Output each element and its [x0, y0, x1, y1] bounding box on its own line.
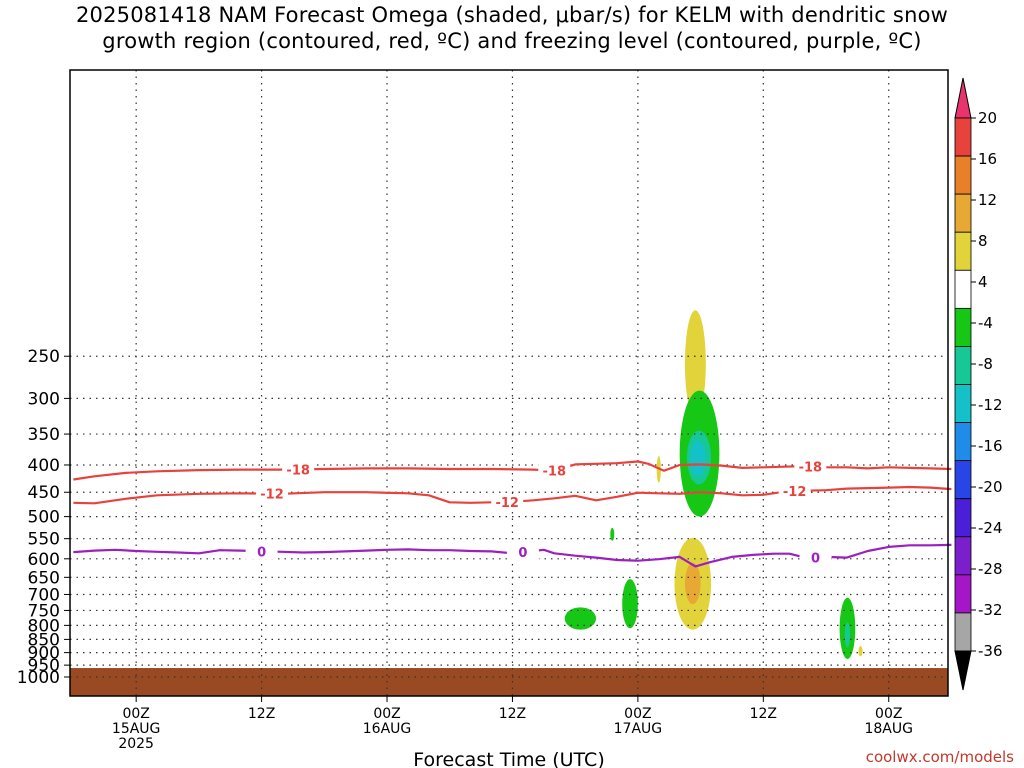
contour-layer: -18 -18 -18-12-12-120 0 0 — [73, 458, 952, 568]
colorbar-top-arrow — [954, 77, 972, 119]
colorbar-cell — [954, 536, 972, 576]
colorbar-label: 16 — [978, 150, 997, 168]
x-tick-label: 12Z — [750, 706, 777, 722]
x-tick-label: 00Z — [624, 706, 651, 722]
omega-region — [844, 622, 851, 648]
x-tick-label: 18AUG — [864, 721, 913, 737]
contour-label-bg — [491, 493, 524, 510]
colorbar-label: -24 — [978, 519, 1003, 537]
y-tick-label: 750 — [28, 601, 60, 621]
omega-region — [684, 310, 706, 417]
colorbar-cell — [954, 384, 972, 423]
omega-region — [684, 562, 701, 605]
colorbar-label: -8 — [978, 355, 993, 373]
contour-label-bg — [799, 549, 832, 566]
contour-label: -12 — [783, 485, 807, 500]
colorbar-label: 8 — [978, 232, 988, 250]
omega-region — [690, 440, 706, 477]
colorbar-label: -28 — [978, 560, 1003, 578]
contour-label: -12 — [260, 488, 284, 503]
y-tick-label: 850 — [28, 630, 60, 650]
colorbar-cell — [954, 193, 972, 233]
contour-label-bg — [794, 458, 827, 475]
y-tick-label: 1000 — [17, 668, 60, 688]
x-tick-label: 2025 — [118, 736, 154, 752]
chart-title: 2025081418 NAM Forecast Omega (shaded, μ… — [0, 2, 1024, 54]
y-tick-label: 800 — [28, 616, 60, 636]
y-tick-label: 350 — [28, 425, 60, 445]
y-tick-label: 550 — [28, 530, 60, 550]
colorbar-label: 4 — [978, 273, 988, 291]
terrain-fill — [70, 668, 948, 696]
colorbar-label: -4 — [978, 314, 993, 332]
colorbar-cell — [954, 346, 972, 385]
x-tick-label: 17AUG — [614, 721, 663, 737]
contour-label: 0 — [257, 545, 266, 560]
y-tick-label: 500 — [28, 508, 60, 528]
y-tick-label: 900 — [28, 644, 60, 664]
omega-shading-layer — [564, 310, 863, 659]
x-axis-label: Forecast Time (UTC) — [413, 749, 604, 768]
contour-label: -18 — [286, 463, 310, 478]
x-tick-label: 12Z — [248, 706, 275, 722]
colorbar-cell — [954, 612, 972, 652]
contour-label: -12 — [495, 496, 519, 511]
y-tick-label: 950 — [28, 656, 60, 676]
x-tick-label: 15AUG — [112, 721, 161, 737]
source-credit: coolwx.com/models — [865, 748, 1014, 766]
colorbar-cell — [954, 498, 972, 538]
x-tick-label: 16AUG — [363, 721, 412, 737]
y-tick-label: 650 — [28, 568, 60, 588]
y-tick-label: 700 — [28, 585, 60, 605]
colorbar-label: -32 — [978, 601, 1003, 619]
x-tick-label: 00Z — [373, 706, 400, 722]
contour-label-bg — [256, 485, 289, 502]
contour-label-bg — [778, 483, 811, 500]
colorbar-label: -12 — [978, 396, 1003, 414]
chart-title-line2: growth region (contoured, red, ºC) and f… — [102, 29, 922, 53]
contour-label: 0 — [518, 546, 527, 561]
omega-region — [610, 527, 615, 541]
colorbar-label: -16 — [978, 437, 1003, 455]
omega-region — [622, 579, 638, 629]
y-tick-label: 300 — [28, 389, 60, 409]
contour-label: -18 — [799, 460, 823, 475]
y-tick-label: 250 — [28, 347, 60, 367]
colorbar-cell — [954, 460, 972, 500]
omega-region — [564, 607, 597, 630]
colorbar-cell — [954, 155, 972, 195]
y-tick-label: 400 — [28, 456, 60, 476]
colorbar-label: 12 — [978, 191, 997, 209]
contour-label-bg — [282, 461, 315, 478]
colorbar-label: 20 — [978, 109, 997, 127]
contour-label-bg — [506, 544, 539, 561]
x-tick-label: 00Z — [875, 706, 902, 722]
colorbar-cell — [954, 117, 972, 157]
terrain-layer — [70, 668, 948, 696]
colorbar-label: -20 — [978, 478, 1003, 496]
contour-label-bg — [245, 543, 278, 560]
colorbar-cell — [954, 231, 972, 271]
contour-label-bg — [538, 462, 571, 479]
contour-line-m18 — [73, 460, 952, 481]
x-tick-label: 00Z — [122, 706, 149, 722]
contour-label: 0 — [811, 551, 820, 566]
y-tick-label: 450 — [28, 483, 60, 503]
y-tick-label: 600 — [28, 550, 60, 570]
colorbar-cell — [954, 269, 972, 309]
contour-label: -18 — [543, 465, 567, 480]
colorbar: 20 16 12 8 4 -4 -8 -12 -16 -20 -24 -28 -32 -36 — [954, 77, 1003, 691]
colorbar-label: -36 — [978, 642, 1003, 660]
colorbar-bottom-arrow — [954, 650, 972, 691]
x-tick-label: 12Z — [499, 706, 526, 722]
omega-region — [858, 646, 863, 657]
colorbar-cell — [954, 574, 972, 614]
chart-title-line1: 2025081418 NAM Forecast Omega (shaded, μ… — [75, 3, 949, 27]
colorbar-cell — [954, 307, 972, 347]
colorbar-cell — [954, 422, 972, 462]
grid-layer — [70, 70, 948, 696]
axes-layer: 2503003504004505005506006507007508008509… — [17, 69, 949, 768]
plot-frame — [69, 69, 949, 697]
